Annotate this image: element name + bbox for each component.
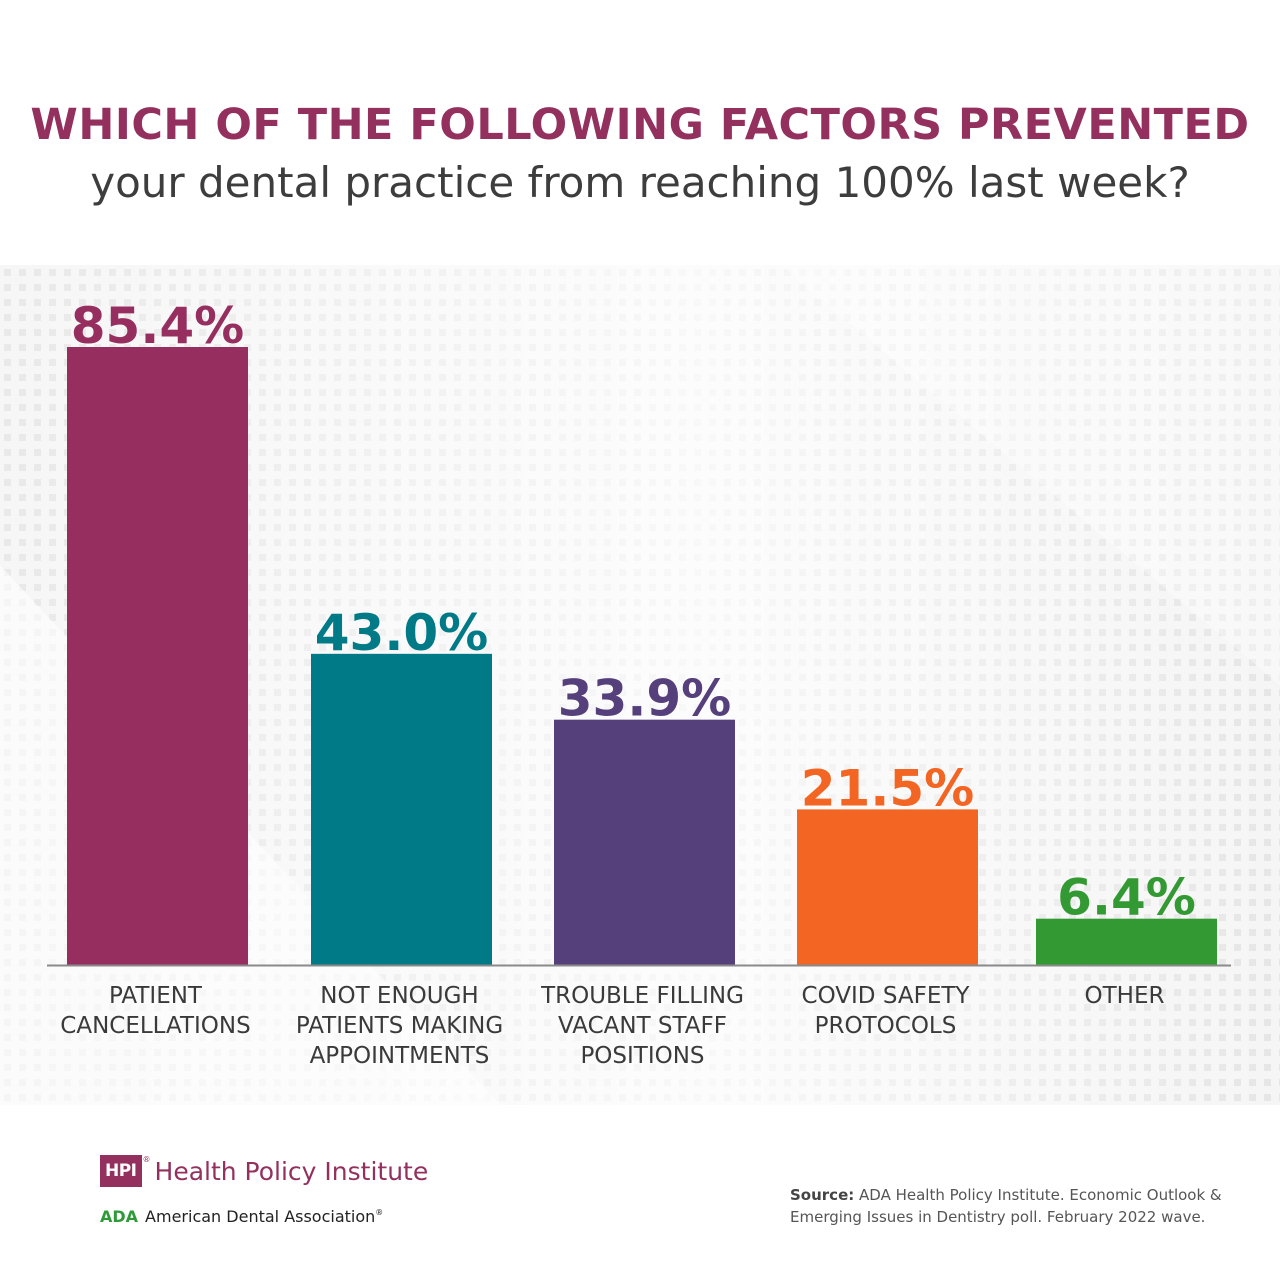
- ada-mark: ADA: [100, 1207, 139, 1226]
- category-label-2-line-1: NOT ENOUGH: [320, 983, 478, 1009]
- category-label-1-line-2: CANCELLATIONS: [60, 1013, 250, 1039]
- bar-5: [1036, 918, 1217, 965]
- category-label-4-line-1: COVID SAFETY: [802, 983, 971, 1009]
- ada-logo: ADA American Dental Association ®: [100, 1207, 383, 1226]
- data-label-3: 33.9%: [558, 670, 731, 728]
- bar-1: [67, 347, 248, 965]
- category-label-1-line-1: PATIENT: [109, 983, 203, 1009]
- category-label-3-line-1: TROUBLE FILLING: [540, 983, 744, 1009]
- ada-name: American Dental Association: [145, 1207, 376, 1226]
- chart-title: WHICH OF THE FOLLOWING FACTORS PREVENTED: [30, 100, 1250, 150]
- data-label-5: 6.4%: [1057, 869, 1196, 927]
- bar-2: [311, 653, 492, 965]
- category-label-2-line-3: APPOINTMENTS: [310, 1043, 490, 1069]
- data-label-1: 85.4%: [71, 297, 244, 355]
- hpi-logo: HPI ® Health Policy Institute: [100, 1155, 428, 1187]
- category-label-2-line-2: PATIENTS MAKING: [296, 1013, 503, 1039]
- chart-subtitle: your dental practice from reaching 100% …: [90, 158, 1190, 207]
- category-label-3-line-2: VACANT STAFF: [558, 1013, 727, 1039]
- category-label-4-line-2: PROTOCOLS: [815, 1013, 957, 1039]
- category-label-5-line-1: OTHER: [1085, 983, 1165, 1009]
- source-label: Source:: [790, 1186, 855, 1204]
- data-label-4: 21.5%: [801, 759, 974, 817]
- source-note: Source: ADA Health Policy Institute. Eco…: [790, 1184, 1230, 1228]
- bar-3: [554, 719, 735, 965]
- ada-registered-mark: ®: [375, 1208, 384, 1217]
- bar-4: [797, 809, 978, 965]
- hpi-name: Health Policy Institute: [154, 1156, 429, 1186]
- category-label-3-line-3: POSITIONS: [580, 1043, 704, 1069]
- source-text: ADA Health Policy Institute. Economic Ou…: [790, 1186, 1222, 1226]
- hpi-mark: HPI: [100, 1155, 142, 1187]
- data-label-2: 43.0%: [315, 604, 488, 662]
- hpi-registered-mark: ®: [142, 1154, 151, 1164]
